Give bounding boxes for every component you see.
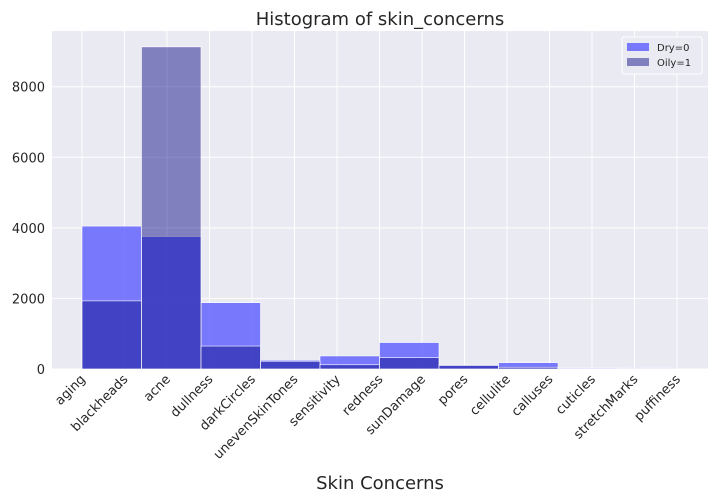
y-tick-label: 6000	[12, 151, 45, 166]
oily-bar	[141, 46, 202, 370]
x-tick-label: puffiness	[632, 372, 684, 424]
y-tick-labels: 0 2000 4000 6000 8000	[12, 81, 45, 378]
y-tick-label: 8000	[12, 81, 45, 96]
oily-bar	[260, 360, 321, 370]
y-tick-label: 0	[37, 363, 45, 378]
oily-bar	[617, 367, 678, 370]
x-tick-label: pores	[435, 372, 471, 408]
oily-bar	[379, 357, 440, 370]
legend-label: Oily=1	[657, 58, 691, 69]
oily-bar	[81, 300, 142, 370]
oily-bar	[438, 365, 499, 370]
y-tick-label: 2000	[12, 292, 45, 307]
legend-swatch	[627, 58, 649, 66]
dry-bar	[200, 302, 261, 370]
oily-series-bars	[81, 46, 678, 370]
legend-swatch	[627, 43, 649, 51]
oily-bar	[200, 345, 261, 370]
oily-bar	[319, 364, 380, 370]
x-tick-label: aging	[53, 372, 89, 408]
x-tick-label: cellulite	[467, 372, 514, 419]
dry-series-bars	[81, 225, 678, 370]
y-tick-label: 4000	[12, 222, 45, 237]
grid-lines	[52, 31, 708, 370]
legend-label: Dry=0	[657, 43, 689, 54]
oily-bar	[498, 366, 559, 370]
chart-title: Histogram of skin_concerns	[256, 9, 505, 30]
x-tick-label: acne	[141, 372, 174, 405]
x-tick-label: calluses	[509, 372, 557, 420]
x-axis-label: Skin Concerns	[316, 473, 444, 494]
legend: Dry=0 Oily=1	[621, 36, 703, 75]
dry-bar	[81, 225, 142, 370]
